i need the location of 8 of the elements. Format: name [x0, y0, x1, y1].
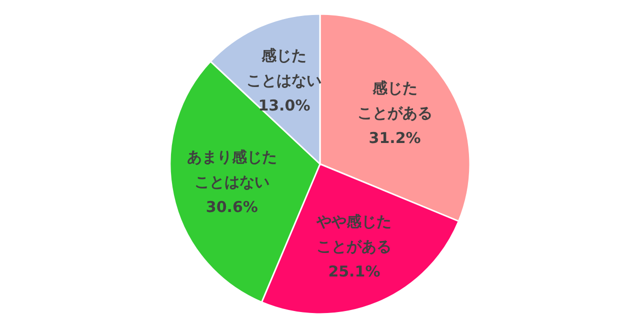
- slice-label: 感じたことがある: [357, 79, 432, 122]
- slice-label: 感じたことはない: [246, 46, 322, 90]
- data-label: 30.6%: [206, 198, 258, 216]
- data-label: 31.2%: [368, 129, 421, 148]
- data-label: 25.1%: [328, 262, 380, 280]
- data-label: 13.0%: [258, 96, 310, 115]
- slice-label: あまり感じたことはない: [186, 148, 277, 191]
- slice-label: やや感じたことがある: [316, 212, 392, 256]
